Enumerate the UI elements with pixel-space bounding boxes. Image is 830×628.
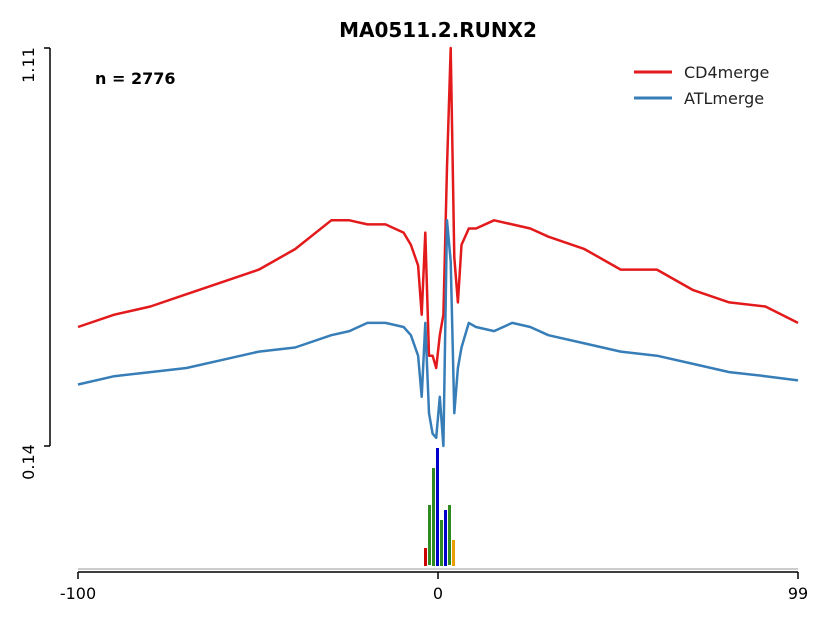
x-tick-label-right: 99 — [788, 584, 808, 603]
series-line-atlmerge — [77, 219, 799, 448]
x-tick-label-center: 0 — [433, 584, 443, 603]
y-tick-label-top: 1.11 — [19, 47, 38, 83]
legend-label-atlmerge: ATLmerge — [684, 89, 764, 108]
count-annotation: n = 2776 — [95, 69, 175, 88]
series-lines — [77, 46, 799, 448]
series-line-cd4merge — [77, 46, 799, 370]
chart-title: MA0511.2.RUNX2 — [339, 18, 537, 42]
motif-logo — [78, 448, 798, 570]
x-tick-label-left: -100 — [60, 584, 96, 603]
y-tick-label-bottom: 0.14 — [19, 444, 38, 480]
legend-label-cd4merge: CD4merge — [684, 63, 769, 82]
legend: CD4merge ATLmerge — [634, 63, 769, 108]
